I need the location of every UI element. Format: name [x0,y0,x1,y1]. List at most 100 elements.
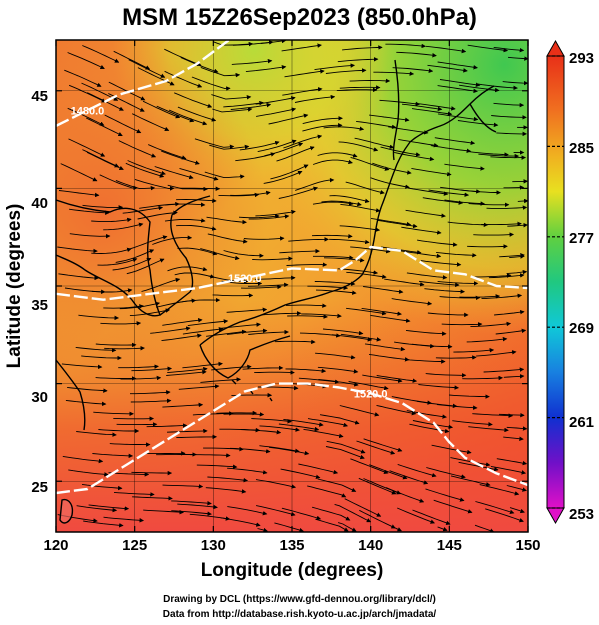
streamline [115,179,156,191]
streamline [507,222,528,228]
streamline [311,233,353,239]
streamline [380,146,421,157]
streamline [307,285,349,291]
streamline [91,288,133,293]
colorbar-max-arrow [546,39,565,57]
streamline [81,355,122,361]
streamline [257,139,297,153]
colorbar-gradient [546,55,565,509]
streamline [370,314,411,323]
streamline [130,390,171,395]
streamline [428,189,470,197]
streamline [67,386,108,393]
streamline [294,94,336,103]
streamline [425,373,467,378]
streamline [467,44,509,53]
streamline [171,510,212,516]
streamline [434,137,476,146]
streamline [422,197,464,205]
streamline [409,423,450,434]
streamline [457,120,499,128]
streamline [459,294,501,299]
streamline [411,108,453,116]
streamline [118,140,157,158]
contour-line [56,382,528,495]
streamline [338,141,379,152]
streamline [206,216,247,225]
streamline [405,329,447,336]
streamline [279,248,320,254]
y-tick-label: 25 [31,479,48,496]
streamline [476,350,517,357]
streamline [88,504,130,511]
streamline [64,69,102,87]
streamline [364,343,406,352]
streamline [81,483,123,491]
streamline [444,199,486,206]
streamline [474,524,495,532]
streamline [447,221,489,228]
streamline [425,488,465,502]
streamline [285,368,327,374]
streamline [132,496,173,501]
streamline [200,377,242,383]
streamline [227,467,268,475]
streamline [162,318,203,326]
streamline [339,225,381,232]
streamline [337,268,379,275]
colorbar: 293 285 277 269 261 253 [546,39,594,525]
streamline [439,295,481,301]
streamline [376,375,418,383]
streamline [339,85,381,90]
streamline [301,313,342,319]
streamline [86,151,124,170]
streamline [260,40,287,44]
streamline [356,120,397,130]
streamline [439,79,481,88]
streamline [113,50,151,70]
streamline [104,114,142,134]
streamline [317,366,359,374]
streamline [449,394,490,399]
colorbar-min-arrow [546,507,565,525]
streamline [283,419,324,427]
streamline [450,475,491,487]
streamline [405,209,446,218]
streamline [426,467,466,479]
streamline [252,256,293,261]
streamline [103,516,145,523]
colorbar-label: 285 [569,140,594,157]
streamline [313,255,354,260]
streamline [78,314,120,321]
map-title: MSM 15Z26Sep2023 (850.0hPa) [122,4,477,31]
streamline [282,87,323,96]
streamline [276,146,315,162]
streamline [137,210,178,220]
streamline [325,68,367,74]
streamline [444,163,485,171]
streamline [287,314,328,319]
streamline [420,260,462,267]
streamline [207,476,249,483]
streamline [109,442,151,447]
streamline [274,522,304,532]
streamline [466,336,508,343]
streamline [118,364,159,369]
streamline [350,156,390,171]
streamline [82,204,124,210]
streamline [468,202,510,208]
streamline [113,491,155,497]
streamline [223,412,265,417]
streamline [108,81,146,101]
streamline [176,434,218,440]
streamline [314,281,356,286]
streamline [230,190,271,196]
streamline [334,503,372,523]
streamline [68,138,106,157]
colorbar-label: 269 [569,320,594,337]
streamline [415,102,456,111]
streamline [312,201,354,206]
streamline [344,498,382,517]
streamline [479,484,520,496]
streamline [350,246,391,254]
